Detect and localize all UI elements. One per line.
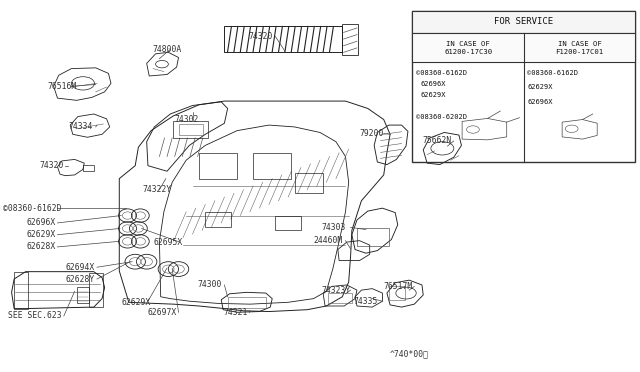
Bar [173,121,209,138]
Text: 62629X: 62629X [420,92,445,98]
Bar [228,297,266,308]
Bar [357,228,389,246]
Text: ©08360-6162D: ©08360-6162D [416,70,467,76]
Text: 74321: 74321 [223,308,248,317]
Text: 75662N: 75662N [422,137,451,145]
Bar [77,287,90,304]
Text: 74320: 74320 [40,161,64,170]
Bar [294,173,323,193]
Text: 62696X: 62696X [420,81,445,87]
Text: 62694X: 62694X [65,263,94,272]
Text: 74320: 74320 [248,32,273,41]
Text: 62628X: 62628X [27,243,56,251]
Text: 62629X: 62629X [27,230,56,239]
Bar [342,23,358,55]
Bar [412,33,636,62]
Text: FOR SERVICE: FOR SERVICE [494,17,554,26]
Text: 62629X: 62629X [527,84,552,90]
Bar [275,215,301,230]
Text: 79200: 79200 [360,129,384,138]
Bar [199,153,237,179]
Text: 74323Y: 74323Y [321,286,351,295]
Text: 74800A: 74800A [152,45,182,54]
Text: 62697X: 62697X [148,308,177,317]
Text: 62628Y: 62628Y [65,275,94,283]
Bar [205,212,231,227]
Text: 62696X: 62696X [527,99,552,105]
Text: IN CASE OF
F1200-17C01: IN CASE OF F1200-17C01 [556,41,604,55]
Text: 74303: 74303 [321,223,346,232]
Bar [412,11,636,33]
Bar [412,11,636,162]
Text: ©08360-6162D: ©08360-6162D [527,70,578,76]
Bar [14,272,28,309]
Bar [328,293,352,304]
Text: 74334: 74334 [68,122,93,131]
Text: ©08360-6162D: ©08360-6162D [3,203,61,213]
Bar [225,26,342,52]
Text: 76517M: 76517M [384,282,413,291]
Bar [83,164,95,171]
Text: SEE SEC.623: SEE SEC.623 [8,311,61,320]
Text: 76516M: 76516M [47,82,77,91]
Text: 74335: 74335 [353,297,378,306]
Bar [179,124,203,135]
Text: 62696X: 62696X [27,218,56,227]
Text: IN CASE OF
61200-17C30: IN CASE OF 61200-17C30 [444,41,492,55]
Text: ^740*00③: ^740*00③ [390,350,429,359]
Bar [253,153,291,179]
Text: ©08360-6202D: ©08360-6202D [416,114,467,120]
Text: 24460M: 24460M [314,236,343,245]
Text: 74300: 74300 [198,280,222,289]
Bar [90,273,103,307]
Bar [389,286,404,301]
Text: 62629X: 62629X [121,298,150,307]
Text: 62695X: 62695X [153,238,182,247]
Text: 74322Y: 74322Y [143,185,172,194]
Text: 74302: 74302 [175,115,199,124]
